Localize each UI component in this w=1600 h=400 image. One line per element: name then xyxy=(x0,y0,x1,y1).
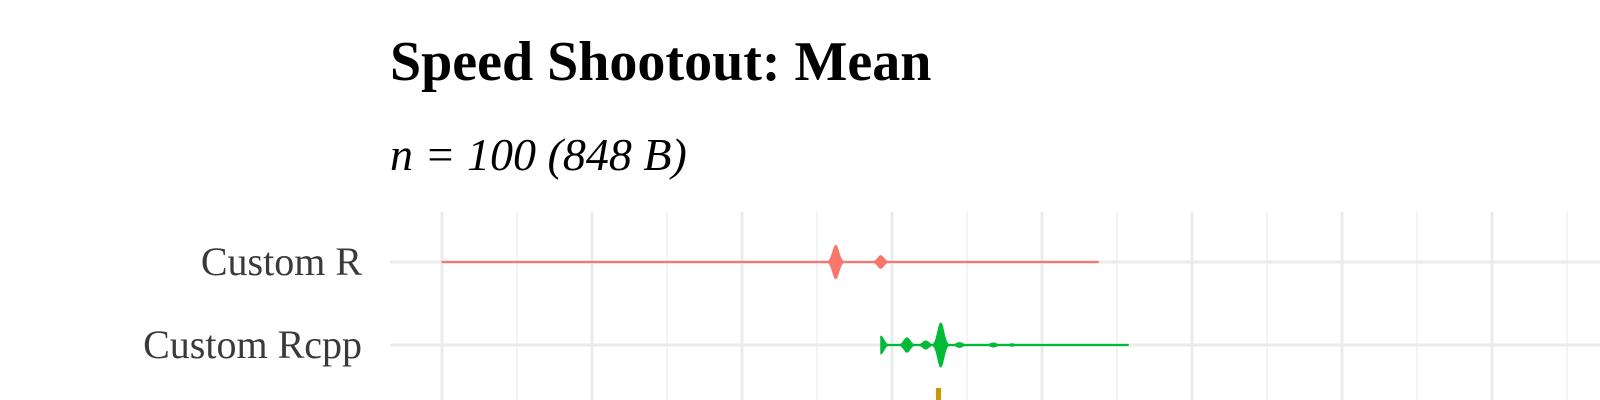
chart-subtitle: n = 100 (848 B) xyxy=(390,129,687,180)
violin-custom-r xyxy=(441,244,1099,280)
category-label: Custom R xyxy=(201,239,362,284)
grid-minor-x xyxy=(516,212,1568,400)
category-label: Custom Rcpp xyxy=(143,322,362,367)
violins xyxy=(441,244,1129,400)
violin-shape xyxy=(441,244,1099,280)
category-labels: Custom R Custom Rcpp xyxy=(143,239,362,367)
chart-title: Speed Shootout: Mean xyxy=(390,31,932,93)
grid-y xyxy=(390,260,1600,347)
violin-shape xyxy=(880,322,1129,368)
violin-partial-below xyxy=(936,388,941,400)
violin-custom-rcpp xyxy=(880,322,1129,368)
grid-major-x xyxy=(440,212,1494,400)
